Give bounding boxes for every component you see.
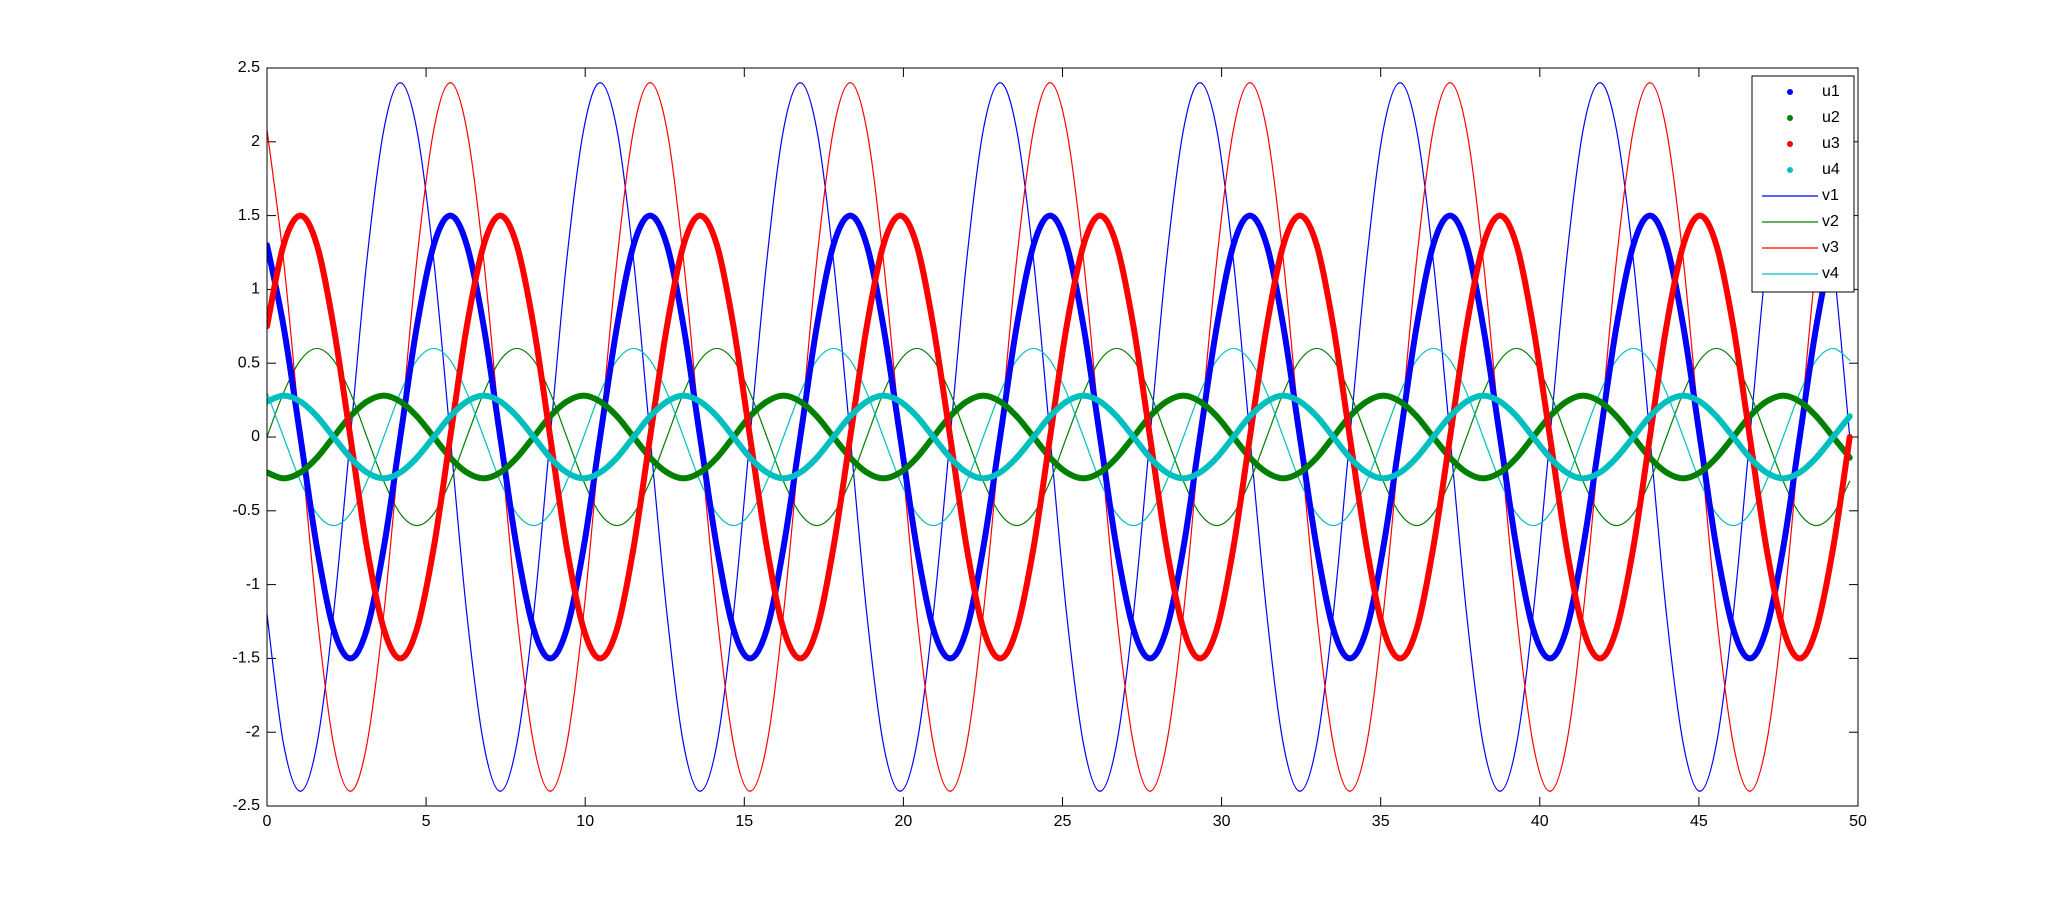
y-tick-label: 2 (251, 133, 260, 150)
y-tick-label: 0 (251, 428, 260, 445)
y-tick-label: 1.5 (238, 207, 260, 224)
series-group (267, 82, 1853, 792)
x-tick-label: 35 (1372, 813, 1390, 830)
x-tick-label: 50 (1849, 813, 1867, 830)
x-tick-label: 20 (895, 813, 913, 830)
y-tick-label: -2.5 (232, 797, 260, 814)
legend-marker (1787, 115, 1793, 121)
series-line (267, 212, 1853, 662)
legend-label: v2 (1822, 213, 1839, 230)
series-line (267, 82, 1851, 792)
legend-label: u2 (1822, 109, 1840, 126)
x-tick-label: 0 (263, 813, 272, 830)
plot-area (267, 68, 1858, 806)
y-tick-label: -1 (246, 576, 260, 593)
y-tick-label: 1 (251, 281, 260, 298)
legend-label: u3 (1822, 135, 1840, 152)
legend-marker (1787, 167, 1793, 173)
legend-label: v3 (1822, 239, 1839, 256)
y-tick-label: -2 (246, 723, 260, 740)
x-tick-label: 30 (1213, 813, 1231, 830)
legend-label: u1 (1822, 83, 1840, 100)
series-line (267, 82, 1851, 792)
x-tick-label: 10 (576, 813, 594, 830)
legend-label: v1 (1822, 187, 1839, 204)
series-line (267, 212, 1853, 662)
y-tick-label: 0.5 (238, 354, 260, 371)
x-tick-label: 25 (1054, 813, 1072, 830)
legend-marker (1787, 141, 1793, 147)
axes-box (266, 67, 1859, 807)
legend-box (1751, 75, 1855, 293)
y-tick-label: 2.5 (238, 59, 260, 76)
y-tick-label: -1.5 (232, 650, 260, 667)
series-line (267, 392, 1853, 482)
y-tick-label: -0.5 (232, 502, 260, 519)
x-tick-label: 40 (1531, 813, 1549, 830)
legend-label: v4 (1822, 265, 1839, 282)
x-tick-label: 5 (422, 813, 431, 830)
legend-marker (1787, 89, 1793, 95)
legend-label: u4 (1822, 161, 1840, 178)
x-tick-label: 15 (735, 813, 753, 830)
x-tick-label: 45 (1690, 813, 1708, 830)
series-line (267, 347, 1851, 527)
